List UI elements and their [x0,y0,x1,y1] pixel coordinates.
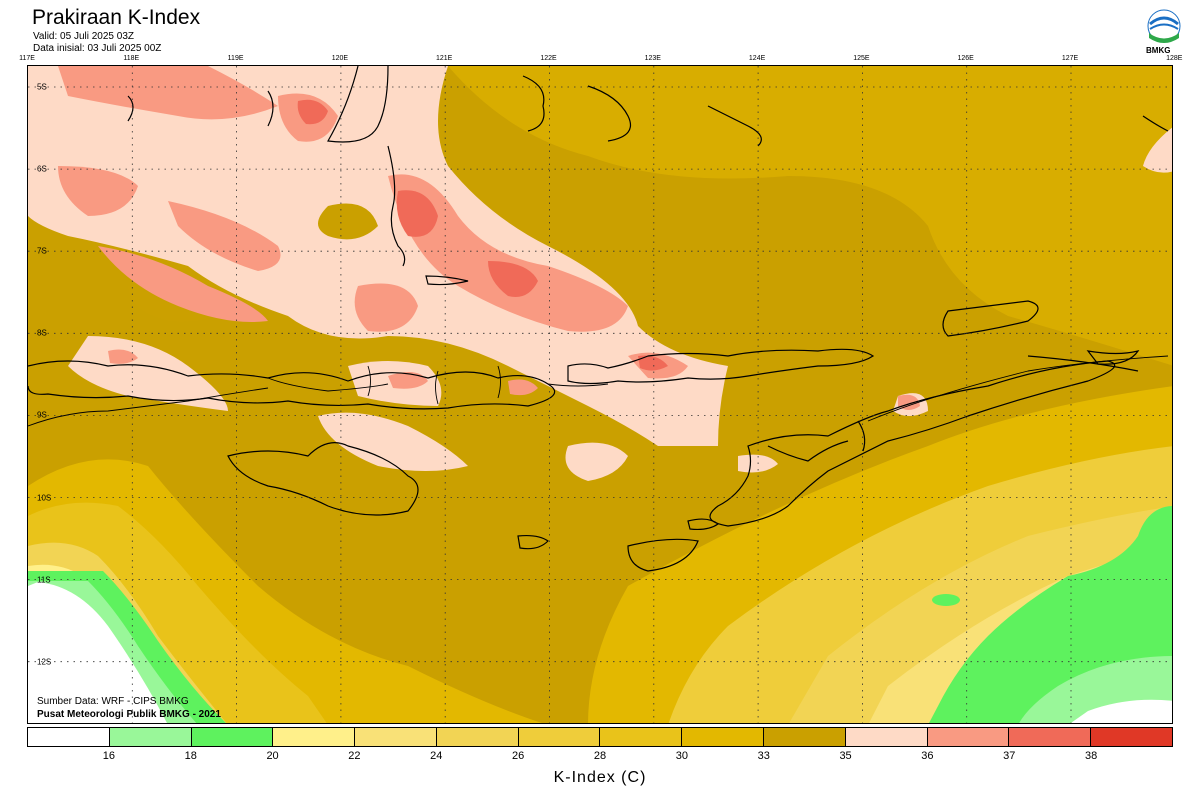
k-index-field [28,66,1172,723]
legend-tick-label: 24 [430,750,443,762]
lon-label: 125E [853,55,870,62]
color-legend [27,727,1173,747]
lon-label: 126E [957,55,974,62]
legend-swatch [436,728,519,746]
lon-label: 124E [748,55,766,62]
lat-label: 7S [37,246,47,256]
lon-label: 128E [1166,55,1183,62]
legend-tick-label: 26 [512,750,525,762]
init-time: Data inisial: 03 Juli 2025 00Z [33,43,162,54]
k-index-map: 5S 6S 7S 8S 9S 10S 11S 12S Sumber Data: WRF - C… [27,65,1173,724]
bmkg-logo: BMKG [1144,8,1184,56]
lon-label: 122E [540,55,557,62]
lat-label: 9S [37,410,47,420]
lon-label: 117E [19,55,35,62]
lat-label: 6S [37,164,47,174]
legend-swatch [682,728,765,746]
legend-swatch [109,728,192,746]
legend-swatch [28,728,110,746]
lat-label: 11S [37,575,51,585]
legend-swatch [273,728,356,746]
legend-tick-label: 20 [266,750,279,762]
legend-swatch [600,728,683,746]
legend-tick-label: 35 [839,750,852,762]
lat-label: 10S [37,493,52,502]
lon-label: 127E [1061,55,1079,62]
valid-time: Valid: 05 Juli 2025 03Z [33,31,134,42]
legend-tick-label: 28 [593,750,607,762]
legend-swatch [764,728,846,746]
legend-tick-label: 37 [1003,750,1016,762]
credit-text: Pusat Meteorologi Publik BMKG - 2021 [37,709,221,720]
legend-tick-label: 38 [1085,750,1098,762]
lon-label: 123E [644,55,661,62]
map-title: Prakiraan K-Index [32,6,201,29]
lat-label: 12S [37,657,52,667]
bmkg-emblem-icon [1147,9,1181,43]
legend-swatch [1091,728,1172,746]
data-source: Sumber Data: WRF - CIPS BMKG [37,696,189,707]
lat-label: 5S [37,82,47,92]
legend-tick-label: 16 [102,750,115,762]
legend-swatch [845,728,928,746]
logo-text: BMKG [1146,46,1171,55]
lon-label: 121E [436,55,453,62]
legend-tick-label: 22 [348,750,361,762]
legend-title: K-Index (C) [553,769,647,786]
lon-label: 120E [331,55,349,62]
legend-tick-label: 33 [757,750,770,762]
legend-tick-label: 36 [921,750,934,762]
legend-swatch [927,728,1010,746]
lon-label: 119E [227,55,244,62]
legend-swatch [518,728,601,746]
legend-swatch [355,728,437,746]
legend-tick-label: 18 [184,750,197,762]
legend-swatch [191,728,274,746]
lat-label: 8S [37,328,47,338]
legend-tick-label: 30 [675,750,688,762]
legend-swatch [1009,728,1092,746]
lon-label: 118E [123,55,140,62]
